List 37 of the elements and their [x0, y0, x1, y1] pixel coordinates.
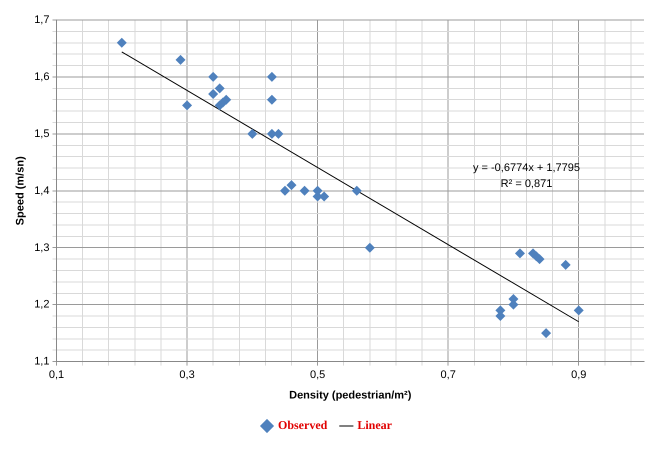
y-tick-label: 1,4	[34, 184, 50, 197]
point	[208, 89, 218, 100]
x-tick-label: 0,7	[440, 369, 456, 382]
point	[208, 72, 218, 82]
point	[214, 83, 225, 94]
point	[364, 242, 375, 253]
x-axis-title: Density (pedestrian/m²)	[289, 389, 412, 402]
x-tick-label: 0,9	[571, 369, 586, 382]
annotation: R² = 0,871	[500, 178, 552, 190]
point	[247, 128, 258, 139]
point	[176, 54, 186, 65]
x-tick-label: 0,1	[48, 369, 64, 382]
point	[266, 94, 277, 105]
point	[514, 248, 525, 258]
point	[541, 328, 552, 338]
point	[319, 191, 330, 202]
x-tick-label: 0,3	[179, 369, 195, 382]
y-tick-label: 1,1	[34, 356, 50, 368]
point	[266, 72, 277, 82]
point	[286, 180, 296, 190]
legend-label: Linear	[357, 418, 393, 432]
y-tick-label: 1,5	[34, 128, 50, 140]
point	[574, 305, 584, 316]
point	[116, 38, 127, 48]
y-axis-title: Speed (m/sn)	[14, 156, 27, 226]
point	[352, 186, 362, 196]
x-tick-label: 0,5	[310, 369, 326, 382]
point	[182, 100, 192, 110]
y-tick-label: 1,7	[34, 14, 50, 26]
y-tick-label: 1,6	[34, 70, 50, 83]
point	[300, 186, 310, 196]
point	[280, 186, 290, 196]
legend-label: Observed	[278, 418, 328, 432]
annotation: y = -0,6774x + 1,7795	[472, 162, 580, 174]
y-tick-label: 1,2	[34, 298, 50, 311]
point	[560, 260, 571, 270]
y-tick-label: 1,3	[34, 242, 50, 254]
